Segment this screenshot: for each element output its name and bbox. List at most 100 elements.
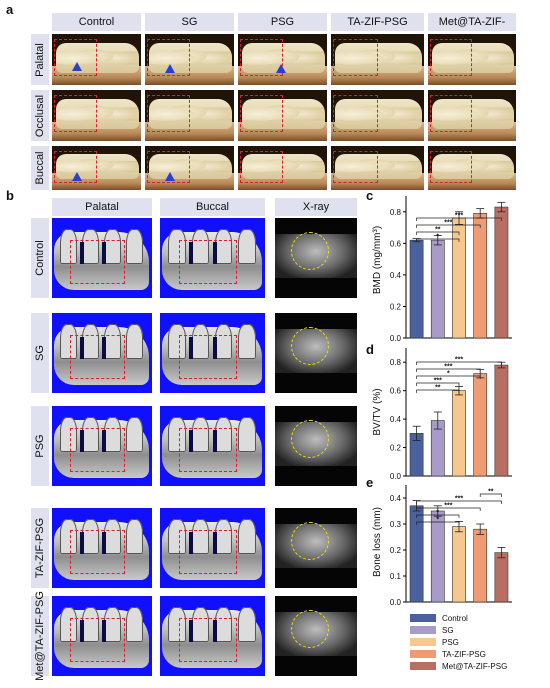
chart-c-sig-bracket <box>416 217 502 221</box>
region-box <box>70 428 125 473</box>
chart-d-sig-label: * <box>447 371 450 378</box>
arrow-marker <box>165 64 175 73</box>
panel-label-e: e <box>366 475 374 490</box>
region-box <box>240 39 283 76</box>
ct-palatal-psg <box>52 406 152 486</box>
chart-e-sig-label: * <box>436 510 439 517</box>
legend-label-1: SG <box>442 626 454 635</box>
chart-d-tick-label: 0.6 <box>390 387 402 396</box>
chart-c-tick-label: 0.8 <box>390 208 402 217</box>
header-b-palatal: Palatal <box>52 198 152 216</box>
chart-e-tick-label: 0.3 <box>390 520 402 529</box>
header-control: Control <box>52 13 141 31</box>
chart-e-sig-label: * <box>436 517 439 524</box>
chart-d-ylabel: BV/TV (%) <box>372 388 383 435</box>
chart-d-sig-bracket <box>416 389 460 393</box>
legend-swatch-4 <box>410 662 436 670</box>
row-label-palatal: Palatal <box>31 34 49 85</box>
chart-c-sig-label: ** <box>435 227 441 234</box>
legend-label-3: TA-ZIF-PSG <box>442 650 486 659</box>
chart-d-tick-label: 0.0 <box>390 472 402 481</box>
ct-palatal-met-ta-zif-psg <box>52 596 152 676</box>
chart-e-sig-label: ** <box>488 489 494 496</box>
xray-control <box>275 218 357 298</box>
chart-d-sig-label: *** <box>444 364 452 371</box>
ct-palatal-sg <box>52 313 152 393</box>
chart-e-tick-label: 0.4 <box>390 494 402 503</box>
region-box <box>178 240 237 285</box>
arrow-marker <box>276 64 286 73</box>
legend-swatch-1 <box>410 626 436 634</box>
chart-c-sig-bracket <box>416 224 481 228</box>
chart-c-bar-1 <box>430 239 445 339</box>
header-b-xray: X-ray <box>275 198 357 216</box>
header-psg: PSG <box>238 13 327 31</box>
chart-c-tick-label: 0.0 <box>390 334 402 343</box>
row-label-b-ta-zif-psg: TA-ZIF-PSG <box>31 508 49 588</box>
chart-d-tick-label: 0.8 <box>390 358 402 367</box>
chart-c-tick-label: 0.6 <box>390 239 402 248</box>
chart-d-sig-bracket <box>416 361 502 365</box>
chart-d-sig-bracket <box>416 375 481 379</box>
chart-c-bar-3 <box>473 213 488 339</box>
chart-d-sig-bracket <box>416 382 460 386</box>
region-box <box>240 95 283 132</box>
chart-e-sig-label: *** <box>455 496 463 503</box>
chart-e-ylabel: Bone loss (mm) <box>372 507 383 577</box>
region-box <box>54 151 97 183</box>
legend-swatch-2 <box>410 638 436 646</box>
chart-d-bar-2 <box>452 390 466 477</box>
region-box <box>178 530 237 575</box>
region-box <box>178 618 237 663</box>
chart-e-sig-bracket <box>416 507 481 511</box>
chart-e-sig-bracket <box>416 514 460 518</box>
legend-label-0: Control <box>442 614 468 623</box>
chart-e-bar-3 <box>473 528 488 603</box>
region-box <box>430 39 473 76</box>
chart-e-sig-bracket <box>479 493 502 497</box>
region-box <box>70 240 125 285</box>
panel-label-a: a <box>6 2 14 17</box>
ct-palatal-ta-zif-psg <box>52 508 152 588</box>
region-box <box>430 95 473 132</box>
panel-label-b: b <box>6 188 14 203</box>
region-box <box>178 335 237 380</box>
chart-c-sig-label: *** <box>455 213 463 220</box>
chart-d-sig-bracket <box>416 368 481 372</box>
chart-c-bar-0 <box>409 239 424 339</box>
chart-d-tick-label: 0.4 <box>390 415 402 424</box>
header-ta-zif-psg: TA-ZIF-PSG <box>331 13 424 31</box>
xray-sg <box>275 313 357 393</box>
ct-palatal-control <box>52 218 152 298</box>
header-met-ta-zif-psg: Met@TA-ZIF-PSG <box>428 13 516 46</box>
region-box <box>70 335 125 380</box>
legend-label-4: Met@TA-ZIF-PSG <box>442 662 507 671</box>
panel-label-d: d <box>366 342 374 357</box>
ct-buccal-sg <box>160 313 265 393</box>
region-box <box>333 39 378 76</box>
region-box <box>240 151 283 183</box>
chart-e-bar-1 <box>430 510 445 603</box>
chart-c-ylabel: BMD (mg/mm³) <box>372 226 383 294</box>
chart-e-bar-4 <box>494 552 509 603</box>
chart-c-sig-label: *** <box>444 220 452 227</box>
chart-d-bar-3 <box>473 373 488 477</box>
chart-d-bar-4 <box>494 364 509 477</box>
chart-c-bar-4 <box>494 206 509 339</box>
ct-buccal-met-ta-zif-psg <box>160 596 265 676</box>
ct-buccal-psg <box>160 406 265 486</box>
photo-palatal-4 <box>428 34 516 85</box>
header-b-buccal: Buccal <box>160 198 265 216</box>
chart-e-sig-label: *** <box>444 503 452 510</box>
xray-ta-zif-psg <box>275 508 357 588</box>
chart-c-tick-label: 0.2 <box>390 302 402 311</box>
chart-e-sig-bracket <box>416 521 460 525</box>
chart-e-tick-label: 0.2 <box>390 546 402 555</box>
region-box <box>333 151 378 183</box>
arrow-marker <box>72 62 82 71</box>
chart-d-sig-label: ** <box>435 385 441 392</box>
legend-label-2: PSG <box>442 638 459 647</box>
region-box <box>54 95 97 132</box>
chart-d-sig-label: *** <box>434 378 442 385</box>
